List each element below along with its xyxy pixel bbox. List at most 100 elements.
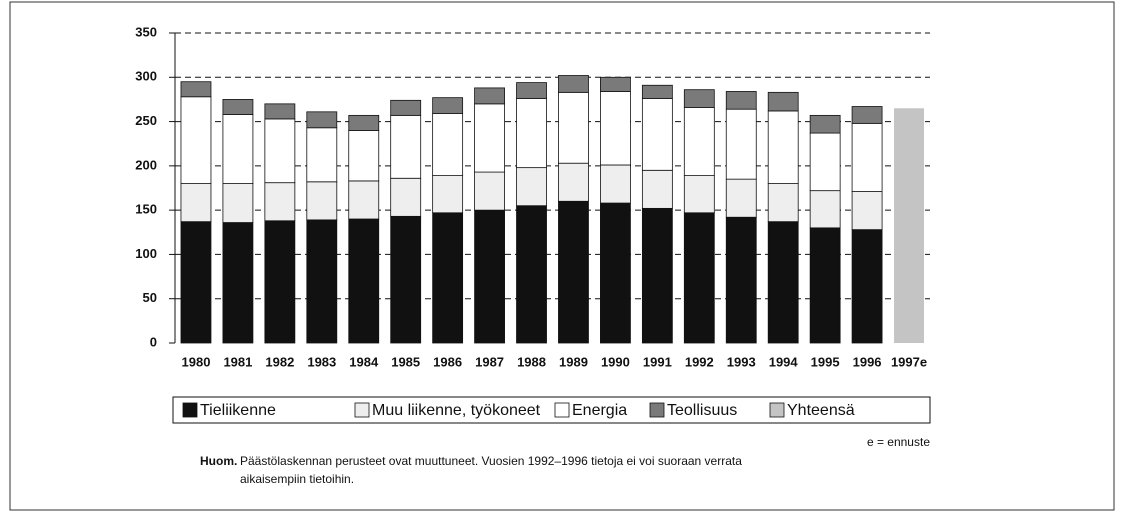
bar-segment (432, 97, 464, 114)
legend-label: Teollisuus (667, 402, 737, 419)
legend-swatch (769, 402, 785, 418)
x-tick-label: 1990 (601, 354, 630, 369)
note-cont: aikaisempiin tietoihin. (240, 472, 354, 486)
y-tick-label: 300 (135, 69, 157, 84)
bar-segment (348, 180, 380, 220)
bar-segment (432, 212, 464, 344)
bar-segment (474, 171, 505, 211)
bar-segment (432, 175, 464, 214)
bar-segment (348, 218, 380, 344)
bar-segment (767, 91, 799, 112)
bar-segment (264, 220, 296, 344)
note-label: Huom. (200, 454, 237, 468)
legend-label: Energia (572, 402, 627, 419)
bar-segment (516, 82, 547, 99)
legend-label: Tieliikenne (200, 402, 276, 419)
bar-segment (474, 103, 505, 173)
bar-segment (306, 127, 338, 183)
bar-segment (851, 106, 883, 124)
bar-segment (600, 91, 631, 166)
bar-segment (851, 122, 883, 192)
legend-swatch (354, 402, 370, 418)
y-tick-label: 350 (135, 24, 157, 39)
bar-segment (809, 132, 841, 192)
bar-segment (851, 191, 883, 231)
bar-segment (767, 183, 799, 223)
x-tick-label: 1989 (559, 354, 588, 369)
bar-segment (894, 108, 925, 344)
x-tick-label: 1996 (853, 354, 882, 369)
bar-segment (767, 110, 799, 184)
bar-segment (641, 98, 673, 171)
x-tick-label: 1984 (349, 354, 379, 369)
x-tick-label: 1986 (433, 354, 462, 369)
bar-segment (725, 91, 757, 110)
bar-segment (809, 227, 841, 344)
bar-segment (809, 190, 841, 229)
annotation: e = ennuste (867, 435, 930, 449)
x-tick-label: 1994 (769, 354, 799, 369)
y-tick-label: 250 (135, 113, 157, 128)
bar-segment (725, 178, 757, 218)
x-tick-label: 1980 (182, 354, 211, 369)
legend-box (172, 396, 931, 424)
y-tick-label: 50 (143, 290, 157, 305)
bar-segment (348, 114, 380, 131)
bar-segment (306, 219, 338, 344)
bar-segment (390, 215, 422, 344)
legend-label: Yhteensä (787, 402, 855, 419)
legend-swatch (649, 402, 665, 418)
bar-segment (600, 76, 631, 92)
y-tick-label: 150 (135, 202, 157, 217)
bar-segment (600, 202, 631, 344)
bar-segment (222, 99, 254, 115)
bar-segment (641, 84, 673, 99)
x-tick-label: 1997e (891, 354, 927, 369)
legend-swatch (554, 402, 570, 418)
bar-segment (558, 75, 589, 93)
x-tick-label: 1982 (265, 354, 294, 369)
y-tick-label: 200 (135, 157, 157, 172)
bar-segment (180, 81, 212, 98)
bar-segment (306, 181, 338, 221)
bar-segment (180, 183, 212, 223)
bar-segment (264, 118, 296, 184)
bar-segment (474, 87, 505, 105)
bar-segment (432, 113, 464, 176)
bar-segment (180, 221, 212, 344)
bar-segment (725, 108, 757, 180)
bar-segment (474, 209, 505, 344)
bar-segment (683, 212, 715, 344)
bar-segment (516, 98, 547, 169)
bar-segment (516, 167, 547, 207)
bar-segment (264, 103, 296, 120)
x-tick-label: 1987 (475, 354, 504, 369)
legend-swatch (182, 402, 198, 418)
bar-segment (390, 99, 422, 116)
bar-segment (725, 216, 757, 344)
bar-segment (558, 91, 589, 164)
x-tick-label: 1993 (727, 354, 756, 369)
x-tick-label: 1988 (517, 354, 546, 369)
bar-segment (222, 222, 254, 344)
y-tick-label: 100 (135, 246, 157, 261)
x-tick-label: 1985 (391, 354, 420, 369)
bar-segment (809, 114, 841, 134)
bar-segment (558, 162, 589, 202)
x-tick-label: 1995 (811, 354, 840, 369)
frame (9, 1, 1115, 511)
bar-segment (558, 200, 589, 344)
bar-segment (306, 111, 338, 129)
bar-segment (180, 96, 212, 184)
legend-label: Muu liikenne, työkoneet (372, 402, 541, 419)
bar-segment (683, 89, 715, 108)
bar-segment (348, 130, 380, 182)
note: Päästölaskennan perusteet ovat muuttunee… (240, 454, 742, 468)
x-tick-label: 1992 (685, 354, 714, 369)
bar-segment (641, 207, 673, 344)
bar-segment (683, 107, 715, 176)
x-tick-label: 1983 (307, 354, 336, 369)
bar-segment (222, 183, 254, 223)
bar-segment (683, 175, 715, 214)
